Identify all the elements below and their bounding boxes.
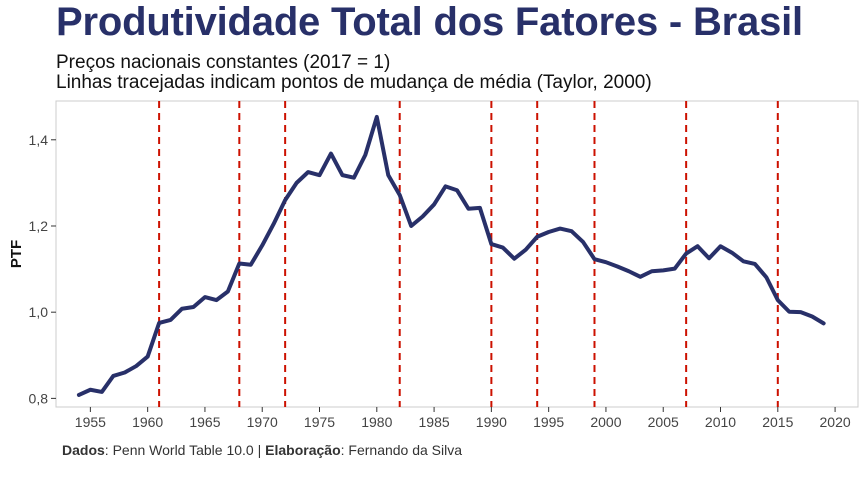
caption-author-label: Elaboração <box>265 442 341 458</box>
x-axis: 1955 1960 1965 1970 1975 1980 1985 1990 1995 2000… <box>75 407 851 430</box>
x-tick-label-2010: 2010 <box>705 414 736 430</box>
line-layer <box>76 114 826 397</box>
x-tick-label-1960: 1960 <box>132 414 163 430</box>
caption-author-text: : Fernando da Silva <box>340 442 463 458</box>
x-tick-label-1995: 1995 <box>533 414 564 430</box>
y-tick-label-2: 1,2 <box>29 218 49 234</box>
x-tick-label-2015: 2015 <box>762 414 793 430</box>
x-tick-label-2000: 2000 <box>590 414 621 430</box>
caption-source-label: Dados <box>62 442 105 458</box>
y-tick-label-0: 0,8 <box>29 390 49 406</box>
series-line <box>76 114 826 397</box>
x-tick-label-1985: 1985 <box>419 414 450 430</box>
y-axis-label: PTF <box>8 240 25 268</box>
caption-source-text: : Penn World Table 10.0 | <box>104 442 266 458</box>
x-tick-label-2020: 2020 <box>820 414 851 430</box>
y-axis: 0,8 1,0 1,2 1,4 <box>29 132 56 406</box>
x-tick-label-1990: 1990 <box>476 414 507 430</box>
x-tick-label-1970: 1970 <box>247 414 278 430</box>
x-tick-label-1980: 1980 <box>361 414 392 430</box>
changepoints-layer <box>158 101 779 407</box>
plot-panel <box>55 100 859 408</box>
y-tick-label-3: 1,4 <box>29 132 49 148</box>
chart-subtitle-line2: Linhas tracejadas indicam pontos de muda… <box>56 72 652 93</box>
caption: Dados: Penn World Table 10.0 | Elaboraçã… <box>62 442 462 458</box>
chart-title: Produtividade Total dos Fatores - Brasil <box>56 0 803 44</box>
x-tick-label-1975: 1975 <box>304 414 335 430</box>
x-tick-label-1965: 1965 <box>189 414 220 430</box>
x-tick-label-1955: 1955 <box>75 414 106 430</box>
y-tick-label-1: 1,0 <box>29 304 49 320</box>
x-tick-label-2005: 2005 <box>648 414 679 430</box>
chart-subtitle-line1: Preços nacionais constantes (2017 = 1) <box>56 52 391 73</box>
